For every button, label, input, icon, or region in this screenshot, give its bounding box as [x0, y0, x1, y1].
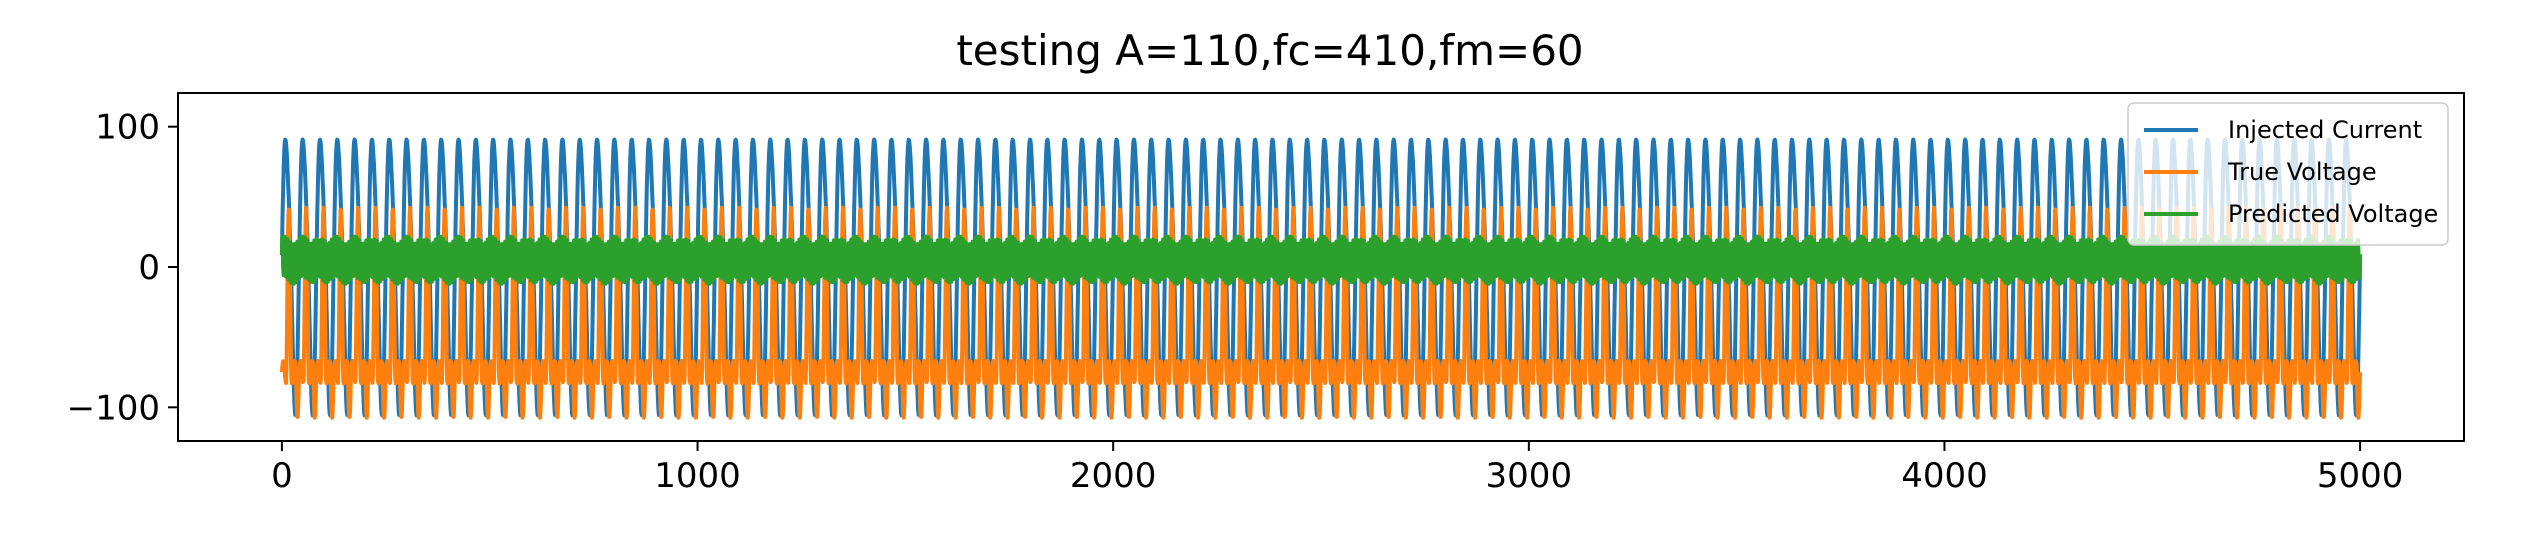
legend-frame	[2127, 102, 2449, 246]
x-tick-label: 5000	[2317, 456, 2404, 496]
x-axis: 0 1000 2000 3000 4000 5000	[271, 441, 2403, 496]
series-line-predicted-voltage	[279, 234, 2363, 286]
x-tick-label: 0	[271, 456, 293, 496]
x-tick-label: 4000	[1901, 456, 1988, 496]
chart-title: testing A=110,fc=410,fm=60	[956, 26, 1583, 75]
y-tick-label: −100	[67, 388, 160, 428]
series-line-true-voltage	[279, 205, 2363, 420]
legend-label: Injected Current	[2228, 116, 2422, 144]
legend: Injected Current True Voltage Predicted Vo…	[2127, 102, 2449, 246]
y-tick-label: 100	[95, 108, 160, 148]
x-tick-label: 2000	[1070, 456, 1157, 496]
x-tick-label: 3000	[1486, 456, 1573, 496]
legend-label: True Voltage	[2227, 158, 2377, 186]
legend-label: Predicted Voltage	[2228, 200, 2438, 228]
x-tick-label: 1000	[654, 456, 741, 496]
series-layer	[279, 137, 2363, 420]
y-tick-label: 0	[138, 248, 160, 288]
y-axis: −100 0 100	[67, 108, 178, 428]
